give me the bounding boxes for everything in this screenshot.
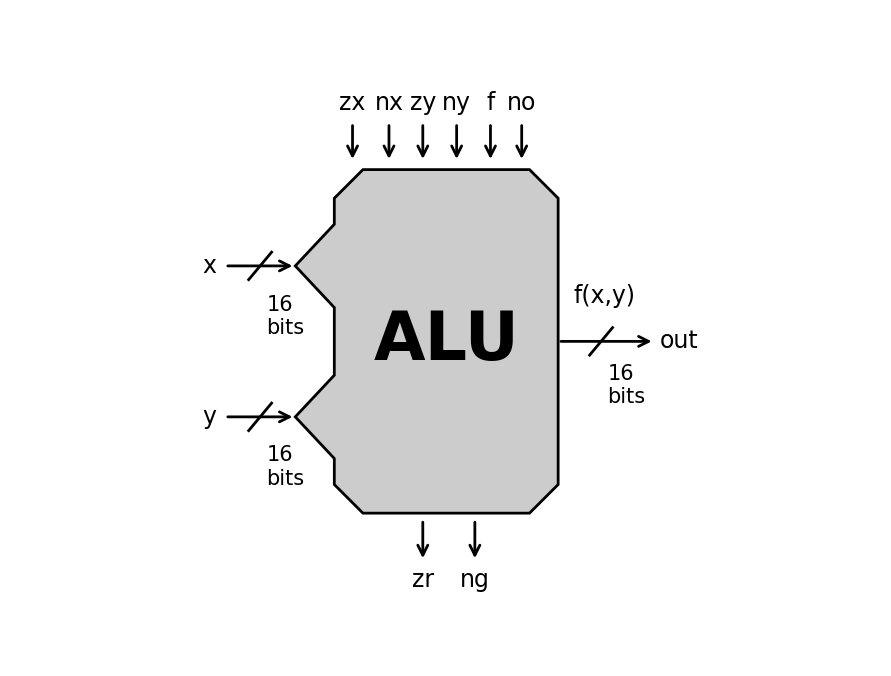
Text: y: y (202, 405, 217, 429)
Text: 16
bits: 16 bits (266, 445, 305, 489)
Text: ALU: ALU (373, 308, 519, 375)
Text: nx: nx (374, 91, 404, 115)
Text: out: out (659, 329, 699, 354)
Text: zy: zy (410, 91, 436, 115)
Text: f(x,y): f(x,y) (574, 283, 636, 308)
Text: zx: zx (339, 91, 365, 115)
Text: zr: zr (412, 568, 434, 592)
Text: ny: ny (442, 91, 471, 115)
Text: 16
bits: 16 bits (266, 295, 305, 338)
Text: ng: ng (460, 568, 490, 592)
Text: f: f (486, 91, 495, 115)
Polygon shape (295, 170, 558, 513)
Text: no: no (507, 91, 536, 115)
Text: 16
bits: 16 bits (608, 364, 645, 408)
Text: x: x (202, 254, 217, 278)
